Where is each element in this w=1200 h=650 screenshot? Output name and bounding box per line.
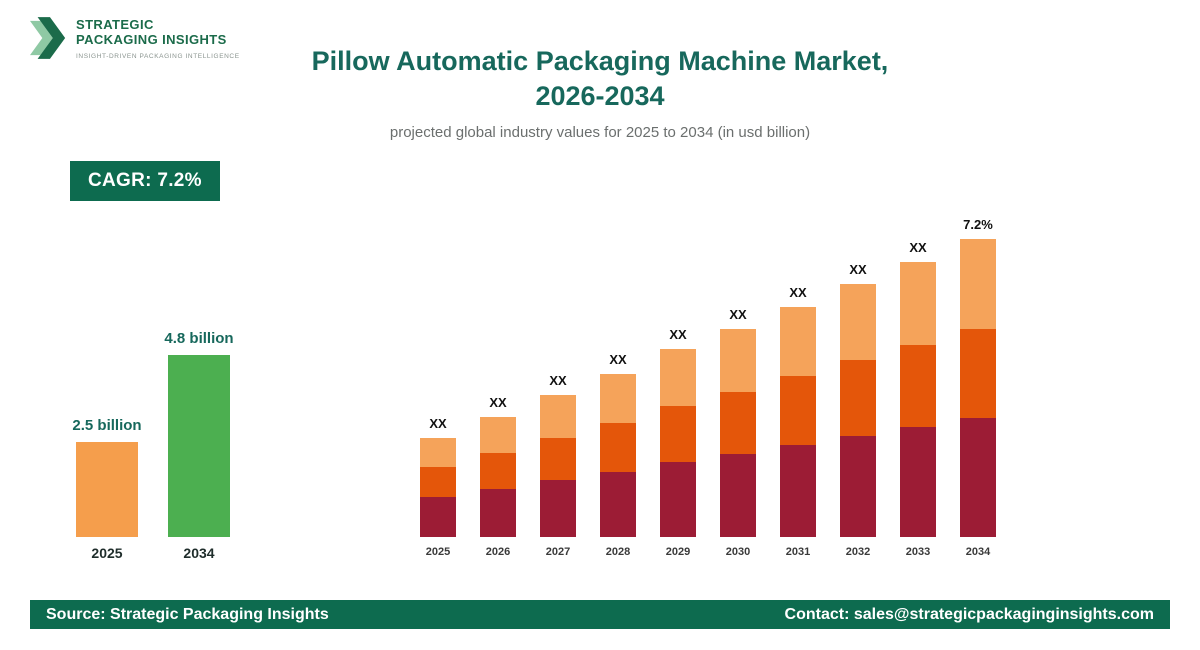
footer-source: Source: Strategic Packaging Insights <box>46 605 329 623</box>
bar-segment-middle <box>780 376 816 445</box>
bar-year-label: 2026 <box>485 546 511 558</box>
bar-value-label: XX <box>909 240 927 255</box>
bar-segment-top <box>960 239 996 329</box>
page-title-line2: 2026-2034 <box>535 81 665 112</box>
stacked-bar: XX <box>720 207 756 537</box>
bar-segment-bottom <box>600 472 636 537</box>
bar-value-label: XX <box>729 307 747 322</box>
bar-segment-bottom <box>900 427 936 537</box>
footer-bar: Source: Strategic Packaging Insights Con… <box>30 600 1170 629</box>
bar-segment-bottom <box>540 480 576 537</box>
bar <box>168 354 230 537</box>
bar-value-label: XX <box>549 373 567 388</box>
bar-segment-middle <box>720 392 756 454</box>
bar-year-label: 2033 <box>905 546 931 558</box>
bar <box>76 442 138 537</box>
stacked-bar-column: 7.2% 2034 <box>960 207 996 558</box>
bar-segment-bottom <box>480 489 516 537</box>
stacked-bar-column: XX 2028 <box>600 207 636 558</box>
bar-segment-top <box>540 395 576 438</box>
bar-year-label: 2028 <box>605 546 631 558</box>
logo-text: STRATEGIC PACKAGING INSIGHTS INSIGHT-DRI… <box>76 14 240 60</box>
logo-chevron-icon <box>30 17 66 59</box>
bar-segment-bottom <box>660 462 696 537</box>
bar-year-label: 2027 <box>545 546 571 558</box>
bar-segment-top <box>840 284 876 360</box>
bar-segment-bottom <box>420 497 456 537</box>
logo-line2: PACKAGING INSIGHTS <box>76 31 227 47</box>
stacked-bar-column: XX 2033 <box>900 207 936 558</box>
bar-segment-middle <box>480 453 516 489</box>
stacked-bar: XX <box>600 207 636 537</box>
bar-segment-middle <box>840 360 876 436</box>
bar-value-label: 4.8 billion <box>164 329 234 347</box>
bar-year-label: 2031 <box>785 546 811 558</box>
bar-year-label: 2034 <box>965 546 991 558</box>
stacked-bar: XX <box>480 207 516 537</box>
stacked-bar: XX <box>420 207 456 537</box>
bar-year-label: 2034 <box>183 545 215 561</box>
bar-value-label: 7.2% <box>963 217 993 232</box>
bar-segment-top <box>900 262 936 345</box>
bar-value-label: XX <box>789 285 807 300</box>
bar-segment-top <box>420 438 456 467</box>
stacked-bar: XX <box>900 207 936 537</box>
bar-year-label: 2030 <box>725 546 751 558</box>
bar-segment-top <box>720 329 756 392</box>
bar-segment-bottom <box>840 436 876 537</box>
bar-segment-top <box>600 374 636 423</box>
bar-segment-middle <box>420 467 456 497</box>
bar-segment-top <box>660 349 696 406</box>
stacked-bar: XX <box>840 207 876 537</box>
cagr-badge: CAGR: 7.2% <box>70 161 220 201</box>
mini-bar-column: 4.8 billion 2034 <box>164 307 233 561</box>
stacked-bar-chart: XX 2025 XX 2026 XX 2027 XX 2028 XX 2029 XX 2030 XX 20… <box>420 207 996 558</box>
bar-segment-middle <box>660 406 696 462</box>
bar-segment-bottom <box>780 445 816 537</box>
bar-value-label: XX <box>489 395 507 410</box>
bar-value-label: XX <box>609 352 627 367</box>
bar-segment-bottom <box>960 418 996 537</box>
logo-tagline: INSIGHT-DRIVEN PACKAGING INTELLIGENCE <box>76 52 240 60</box>
stacked-bar: XX <box>660 207 696 537</box>
bar-year-label: 2029 <box>665 546 691 558</box>
bar-year-label: 2025 <box>425 546 451 558</box>
page-subtitle: projected global industry values for 202… <box>389 124 811 142</box>
logo-line1: STRATEGIC <box>76 17 154 32</box>
stacked-bar-column: XX 2026 <box>480 207 516 558</box>
bar-segment-middle <box>600 423 636 472</box>
stacked-bar: 7.2% <box>960 207 996 537</box>
stacked-bar-column: XX 2027 <box>540 207 576 558</box>
bar-segment-middle <box>900 345 936 427</box>
bar-value-label: XX <box>429 416 447 431</box>
stacked-bar-column: XX 2029 <box>660 207 696 558</box>
stacked-bar: XX <box>540 207 576 537</box>
bar-segment-top <box>480 417 516 453</box>
mini-bar-chart: 2.5 billion 2025 4.8 billion 2034 <box>72 307 233 561</box>
bar-segment-top <box>780 307 816 376</box>
mini-bar-stack: 2.5 billion <box>72 307 142 537</box>
bar-value-label: XX <box>849 262 867 277</box>
stacked-bar-column: XX 2032 <box>840 207 876 558</box>
bar-year-label: 2025 <box>91 545 123 561</box>
stacked-bar: XX <box>780 207 816 537</box>
bar-value-label: 2.5 billion <box>72 417 142 434</box>
bar-value-label: XX <box>669 327 687 342</box>
stacked-bar-column: XX 2030 <box>720 207 756 558</box>
footer-contact: Contact: sales@strategicpackaginginsight… <box>784 605 1154 623</box>
bar-segment-middle <box>540 438 576 480</box>
mini-bar-stack: 4.8 billion <box>164 307 234 537</box>
mini-bar-column: 2.5 billion 2025 <box>72 307 141 561</box>
logo: STRATEGIC PACKAGING INSIGHTS INSIGHT-DRI… <box>30 14 240 62</box>
bar-segment-bottom <box>720 454 756 537</box>
bar-year-label: 2032 <box>845 546 871 558</box>
bar-segment-middle <box>960 329 996 418</box>
stacked-bar-column: XX 2025 <box>420 207 456 558</box>
stacked-bar-column: XX 2031 <box>780 207 816 558</box>
